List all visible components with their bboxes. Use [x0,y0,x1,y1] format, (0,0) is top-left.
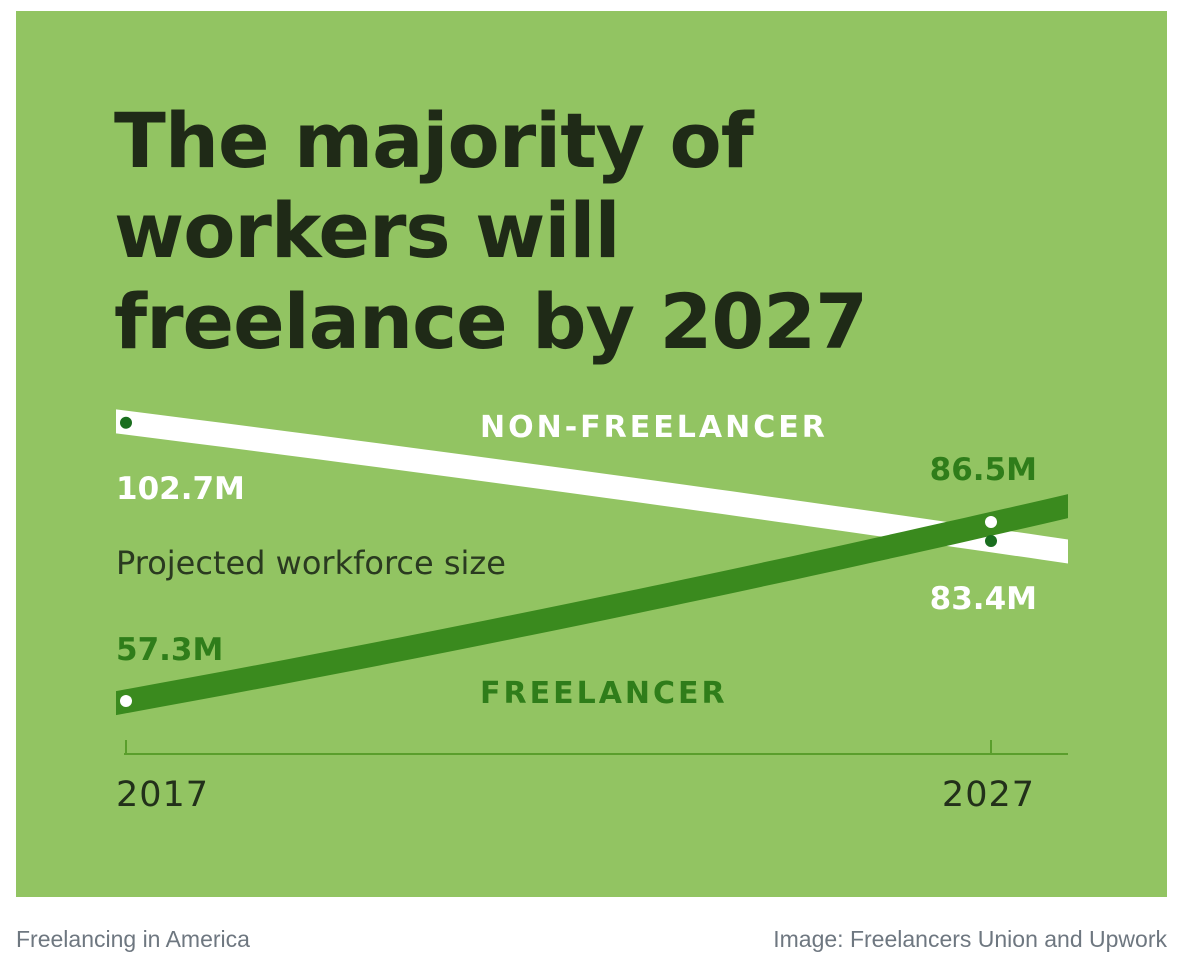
data-point-non-freelancer-2017 [120,416,132,429]
series-band-freelancer [116,494,1068,716]
chart-panel [16,11,1167,897]
x-tick-label-2017: 2017 [116,775,209,815]
data-point-freelancer-2027 [985,516,997,529]
data-point-non-freelancer-2027 [985,535,997,548]
data-label-freelancer-2027: 86.5M [930,452,1037,488]
chart-title-line-2: workers will [114,186,620,275]
data-label-non-freelancer-2027: 83.4M [930,581,1037,617]
chart-marks [116,409,1068,716]
data-label-freelancer-2017: 57.3M [116,632,223,668]
x-tick-label-2027: 2027 [942,775,1035,815]
chart-title-line-1: The majority of [114,96,755,185]
image-caption: Freelancing in America [16,926,250,952]
chart-title-line-3: freelance by 2027 [114,277,867,366]
series-band-non-freelancer [116,409,1068,564]
series-label-freelancer: FREELANCER [480,676,728,711]
data-point-freelancer-2017 [120,695,132,707]
image-credit: Image: Freelancers Union and Upwork [773,926,1167,952]
series-label-non-freelancer: NON-FREELANCER [480,410,828,445]
chart-subtitle: Projected workforce size [116,544,506,582]
data-label-non-freelancer-2017: 102.7M [116,471,245,507]
